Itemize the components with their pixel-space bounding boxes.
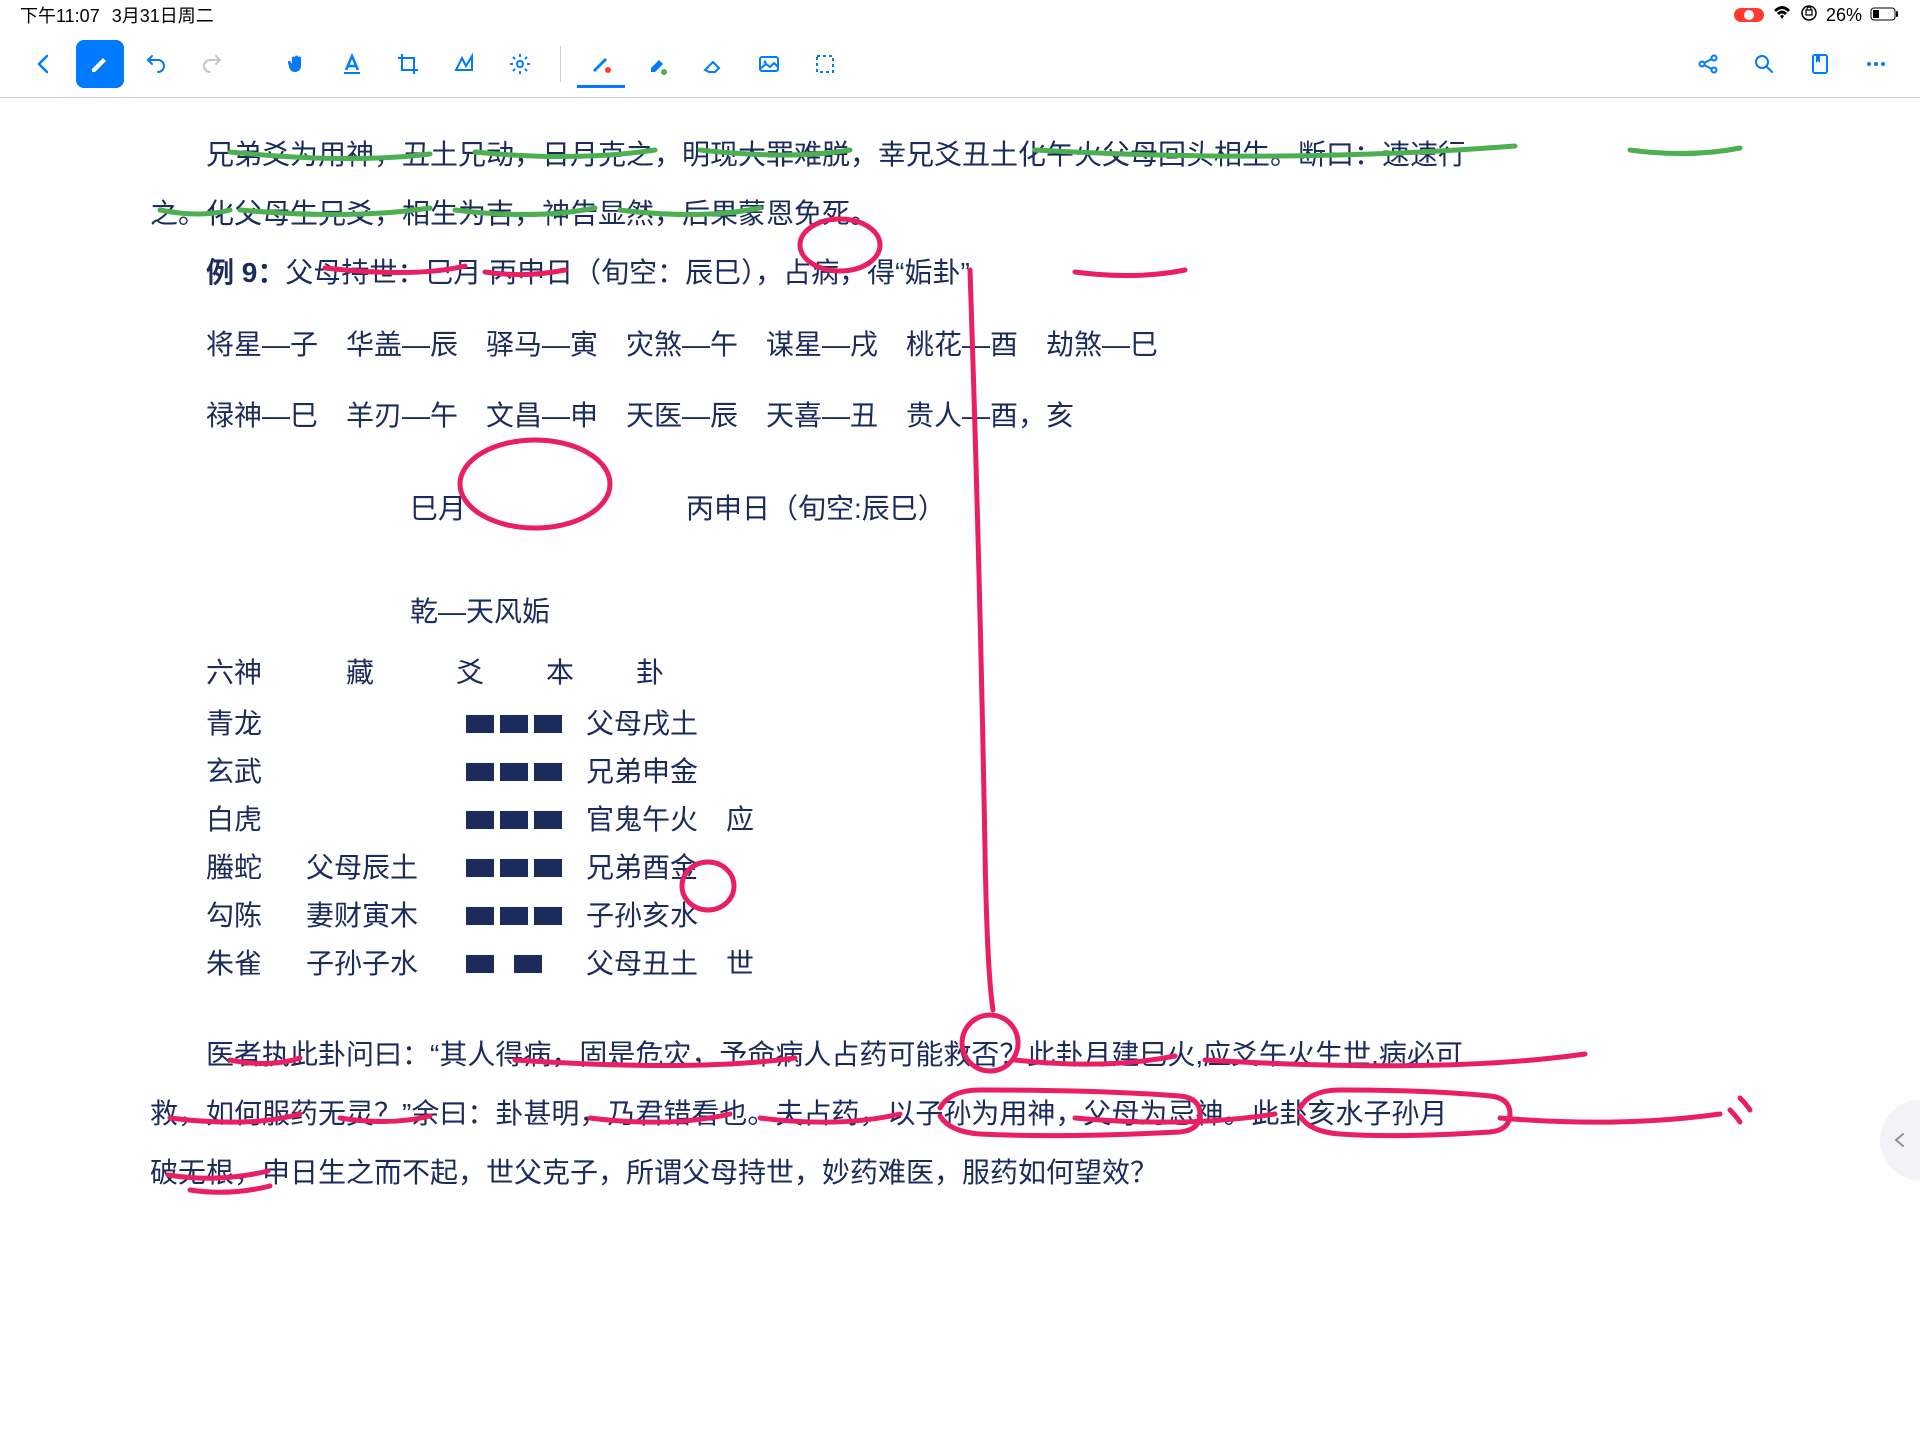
- example-label: 例 9：: [206, 257, 285, 288]
- hexagram-row: 螣蛇父母辰土 兄弟酉金: [206, 844, 1770, 892]
- yao-line: [466, 715, 576, 733]
- share-button[interactable]: [1684, 40, 1732, 88]
- highlighter-tool-button[interactable]: [633, 40, 681, 88]
- body-para-3: 破无根，申日生之而不起，世父克子，所谓父母持世，妙药难医，服药如何望效？: [150, 1146, 1770, 1199]
- header-gua: 卦: [636, 646, 664, 699]
- ben-gua: 子孙亥水: [586, 889, 698, 942]
- six-god: 白虎: [206, 793, 306, 846]
- paragraph-1a: 兄弟爻为用神，丑土兄动，日月克之，明现大罪难脱，幸兄爻丑土化午火父母回头相生。断…: [150, 128, 1770, 181]
- ben-gua: 父母戌土: [586, 697, 698, 750]
- stars-row-1: 将星—子 华盖—辰 驿马—寅 灾煞—午 谋星—戌 桃花—酉 劫煞—巳: [206, 318, 1770, 371]
- hidden-line: 父母辰土: [306, 841, 466, 894]
- undo-button[interactable]: [132, 40, 180, 88]
- ben-gua: 官鬼午火 应: [586, 793, 754, 846]
- text-style-button[interactable]: [328, 40, 376, 88]
- example-line: 例 9：父母持世：巳月 丙申日（旬空：辰巳），占病，得“姤卦”: [150, 246, 1770, 299]
- header-hidden: 藏: [346, 646, 416, 699]
- hexagram-row: 青龙 父母戌土: [206, 700, 1770, 748]
- battery-percent: 26%: [1826, 5, 1862, 26]
- back-button[interactable]: [20, 40, 68, 88]
- battery-icon: [1870, 5, 1900, 26]
- redo-button[interactable]: [188, 40, 236, 88]
- crop-button[interactable]: [384, 40, 432, 88]
- six-god: 螣蛇: [206, 841, 306, 894]
- yao-line: [466, 955, 576, 973]
- more-button[interactable]: [1852, 40, 1900, 88]
- hexagram-row: 朱雀子孙子水 父母丑土 世: [206, 940, 1770, 988]
- yao-line: [466, 811, 576, 829]
- shape-tool-button[interactable]: [440, 40, 488, 88]
- status-bar: 下午11:07 3月31日周二 26%: [0, 0, 1920, 30]
- header-god: 六神: [206, 646, 306, 699]
- six-god: 朱雀: [206, 937, 306, 990]
- lasso-select-button[interactable]: [801, 40, 849, 88]
- orientation-lock-icon: [1800, 4, 1818, 27]
- hexagram-row: 玄武 兄弟申金: [206, 748, 1770, 796]
- wifi-icon: [1772, 5, 1792, 26]
- six-god: 勾陈: [206, 889, 306, 942]
- settings-gear-icon[interactable]: [496, 40, 544, 88]
- hidden-line: 妻财寅木: [306, 889, 466, 942]
- ben-gua: 兄弟酉金: [586, 841, 698, 894]
- recording-indicator: [1734, 8, 1764, 22]
- hidden-line: 子孙子水: [306, 937, 466, 990]
- stars-row-2: 禄神—巳 羊刃—午 文昌—申 天医—辰 天喜—丑 贵人—酉，亥: [206, 389, 1770, 442]
- hexagram-title: 乾—天风姤: [410, 585, 1770, 638]
- image-tool-button[interactable]: [745, 40, 793, 88]
- eraser-tool-button[interactable]: [689, 40, 737, 88]
- six-god: 青龙: [206, 697, 306, 750]
- day-label: 丙申日（旬空:辰巳）: [686, 482, 946, 535]
- toolbar: [0, 30, 1920, 98]
- header-yao: 爻: [456, 646, 506, 699]
- edit-mode-button[interactable]: [76, 40, 124, 88]
- pen-tool-button[interactable]: [577, 40, 625, 88]
- example-text: 父母持世：巳月 丙申日（旬空：辰巳），占病，得“姤卦”: [285, 257, 969, 288]
- yao-line: [466, 763, 576, 781]
- document-content: 兄弟爻为用神，丑土兄动，日月克之，明现大罪难脱，幸兄爻丑土化午火父母回头相生。断…: [0, 98, 1920, 1199]
- yao-line: [466, 859, 576, 877]
- paragraph-1b: 之。化父母生兄爻，相生为吉，神告显然，后果蒙恩免死。: [150, 187, 1770, 240]
- search-button[interactable]: [1740, 40, 1788, 88]
- body-para-2: 救，如何服药无灵？”余曰：卦甚明，乃君错看也。夫占药，以子孙为用神，父母为忌神。…: [150, 1087, 1770, 1140]
- header-ben: 本: [546, 646, 596, 699]
- ben-gua: 父母丑土 世: [586, 937, 754, 990]
- bookmark-button[interactable]: [1796, 40, 1844, 88]
- hand-tool-button[interactable]: [272, 40, 320, 88]
- status-time: 下午11:07: [20, 2, 100, 28]
- month-label: 巳月: [410, 482, 466, 535]
- six-god: 玄武: [206, 745, 306, 798]
- hexagram-row: 勾陈妻财寅木 子孙亥水: [206, 892, 1770, 940]
- body-para-1: 医者执此卦问曰：“其人得病，固是危灾，予命病人占药可能救否？此卦月建巳火,应爻午…: [150, 1028, 1770, 1081]
- hexagram-row: 白虎 官鬼午火 应: [206, 796, 1770, 844]
- ben-gua: 兄弟申金: [586, 745, 698, 798]
- yao-line: [466, 907, 576, 925]
- status-date: 3月31日周二: [112, 2, 214, 28]
